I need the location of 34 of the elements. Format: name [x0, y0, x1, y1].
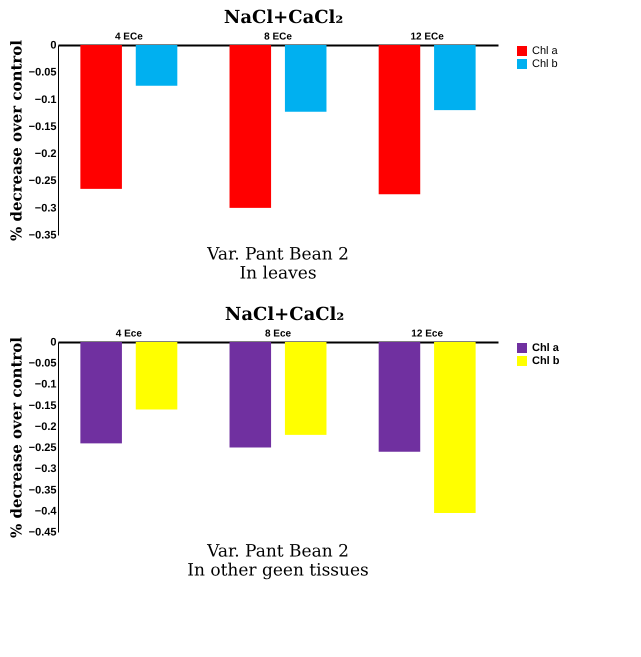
- y-tick-label: −0.25: [28, 442, 56, 454]
- legend-label: Chl a: [532, 45, 559, 57]
- y-tick-label: −0.15: [28, 120, 56, 133]
- y-tick-label: −0.05: [28, 358, 56, 370]
- chart-title: NaCl+CaCl₂: [224, 7, 344, 28]
- y-tick-label: 0: [50, 336, 56, 348]
- y-tick-label: 0: [50, 40, 56, 52]
- x-tick-label: 8 Ece: [264, 328, 292, 340]
- y-tick-label: −0.45: [28, 526, 56, 538]
- legend-label: Chl b: [532, 58, 558, 70]
- y-axis-title: % decrease over control: [8, 40, 26, 241]
- y-tick-label: −0.35: [28, 484, 56, 496]
- y-tick-label: −0.2: [34, 420, 56, 433]
- x-tick-label: 12 ECe: [410, 32, 444, 42]
- legend-label: Chl b: [532, 355, 560, 367]
- y-tick-label: −0.1: [34, 94, 56, 106]
- y-tick-label: −0.2: [34, 148, 56, 160]
- y-tick-label: −0.05: [28, 66, 56, 79]
- y-tick-label: −0.3: [34, 463, 56, 476]
- y-tick-label: −0.15: [28, 400, 56, 412]
- x-tick-label: 12 Ece: [411, 328, 444, 340]
- y-tick-label: −0.3: [34, 202, 56, 214]
- y-axis-title: % decrease over control: [8, 336, 26, 538]
- y-tick-label: −0.25: [28, 175, 56, 188]
- legend-label: Chl a: [532, 342, 560, 354]
- x-tick-label: 4 ECe: [114, 32, 144, 42]
- y-tick-label: −0.35: [28, 230, 56, 242]
- chart-title: NaCl+CaCl₂: [224, 304, 344, 325]
- x-tick-label: 4 Ece: [116, 328, 142, 340]
- y-tick-label: −0.1: [34, 378, 56, 391]
- x-axis-title: Var. Pant Bean 2 In leaves: [206, 244, 349, 284]
- x-axis-title: Var. Pant Bean 2 In other geen tissues: [187, 541, 369, 580]
- y-tick-label: −0.4: [34, 505, 58, 518]
- x-tick-label: 8 ECe: [264, 32, 292, 42]
